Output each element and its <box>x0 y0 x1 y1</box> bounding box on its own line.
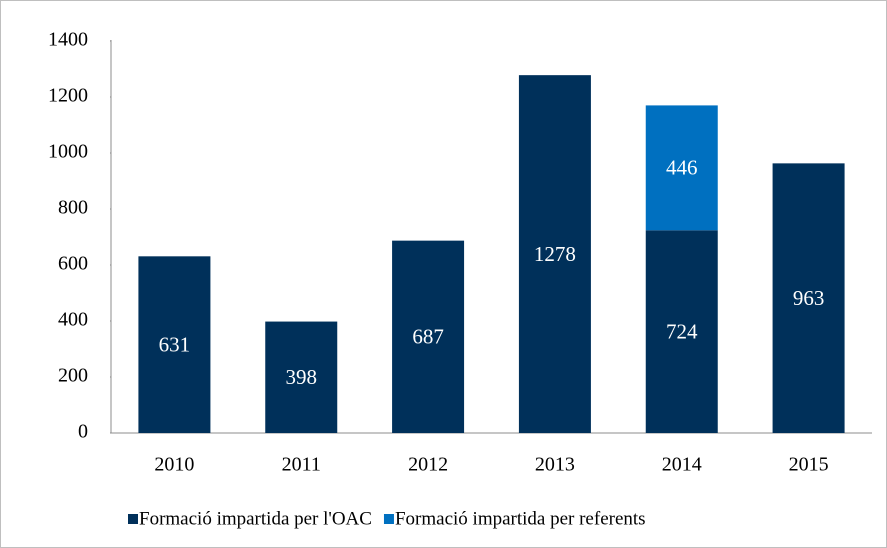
y-tick-label: 1200 <box>48 85 88 107</box>
bar-segment <box>265 321 338 433</box>
x-tick-label: 2014 <box>662 454 702 476</box>
bar-segment <box>392 240 465 433</box>
x-tick-label: 2011 <box>282 454 321 476</box>
y-tick-label: 0 <box>78 421 88 443</box>
value-label: 631 <box>159 332 191 356</box>
y-tick-label: 200 <box>58 365 88 387</box>
y-tick-label: 1400 <box>48 29 88 51</box>
bar-segment <box>518 75 591 433</box>
legend-label: Formació impartida per referents <box>395 508 646 529</box>
value-label: 687 <box>412 325 444 349</box>
bar-segment <box>645 105 718 231</box>
y-tick-label: 800 <box>58 197 88 219</box>
value-label: 724 <box>666 319 698 343</box>
value-label: 1278 <box>534 242 576 266</box>
bar-segment <box>772 163 845 434</box>
x-tick-label: 2012 <box>408 454 448 476</box>
x-tick-label: 2015 <box>789 454 829 476</box>
legend-label: Formació impartida per l'OAC <box>139 508 372 529</box>
value-label: 963 <box>793 286 825 310</box>
y-tick-label: 600 <box>58 253 88 275</box>
value-label: 446 <box>666 156 698 180</box>
bar-segment <box>138 256 211 433</box>
x-tick-label: 2010 <box>154 454 194 476</box>
value-label: 398 <box>286 365 318 389</box>
x-tick-label: 2013 <box>535 454 575 476</box>
legend-swatch <box>383 514 394 524</box>
y-tick-label: 1000 <box>48 141 88 163</box>
legend-swatch <box>128 514 138 524</box>
bar-segment <box>645 230 718 433</box>
y-tick-label: 400 <box>58 309 88 331</box>
